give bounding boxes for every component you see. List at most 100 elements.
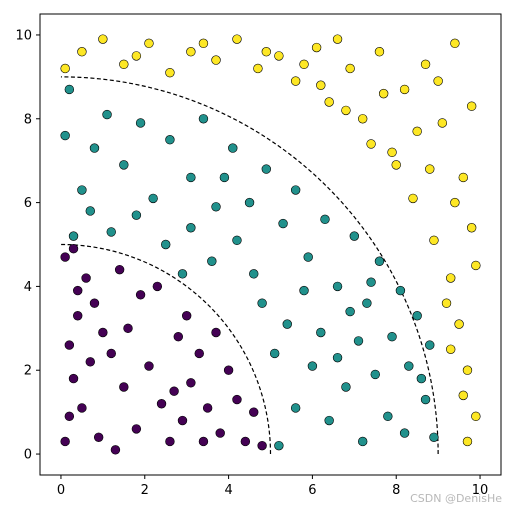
- point-s0-27: [215, 428, 225, 438]
- point-s2-14: [345, 63, 355, 74]
- point-s0-33: [211, 327, 221, 338]
- point-s0-9: [98, 327, 108, 338]
- point-s1-22: [374, 256, 385, 266]
- point-s1-47: [186, 223, 196, 233]
- point-s1-53: [177, 269, 188, 279]
- point-s2-33: [450, 197, 460, 208]
- x-tick-label-10: 10: [472, 483, 489, 498]
- point-s1-35: [358, 436, 368, 447]
- point-s0-30: [240, 436, 251, 447]
- point-s1-36: [370, 369, 380, 380]
- x-tick-label-2: 2: [141, 483, 149, 498]
- point-s1-16: [290, 185, 301, 195]
- point-s1-45: [232, 235, 242, 246]
- boundary-arcs: [60, 76, 439, 455]
- point-s2-21: [429, 235, 439, 246]
- point-s2-30: [466, 223, 477, 233]
- point-s0-37: [131, 424, 142, 434]
- arc-radius-5: [60, 243, 272, 455]
- point-s2-42: [198, 38, 209, 49]
- point-s0-0: [60, 436, 70, 447]
- point-s0-25: [181, 311, 192, 321]
- point-s1-58: [366, 277, 376, 287]
- point-s2-49: [332, 34, 343, 44]
- point-s1-31: [290, 403, 301, 413]
- point-s1-13: [244, 197, 255, 208]
- point-s2-32: [441, 298, 452, 308]
- point-s1-42: [332, 352, 343, 363]
- point-s2-35: [412, 126, 422, 137]
- point-s2-20: [420, 59, 431, 69]
- point-s0-7: [81, 273, 91, 283]
- point-s0-5: [60, 252, 70, 262]
- point-s2-40: [299, 59, 309, 69]
- point-s0-22: [186, 378, 196, 388]
- point-s2-19: [408, 193, 418, 204]
- arc-radius-9: [60, 76, 439, 455]
- point-s1-57: [416, 373, 427, 384]
- y-tick-label-4: 4: [24, 280, 32, 295]
- point-s2-5: [165, 67, 175, 78]
- point-s1-30: [274, 440, 284, 451]
- point-s0-10: [85, 357, 95, 367]
- point-s1-51: [85, 206, 95, 216]
- point-s1-32: [307, 361, 318, 371]
- y-tick-label-2: 2: [24, 364, 32, 379]
- point-s0-39: [198, 436, 209, 447]
- point-s2-25: [454, 319, 464, 329]
- point-s0-18: [144, 361, 154, 371]
- point-s2-48: [378, 88, 389, 99]
- point-s1-52: [68, 231, 79, 241]
- axes: [39, 13, 502, 476]
- point-s0-34: [152, 281, 163, 292]
- point-s2-34: [433, 76, 443, 86]
- point-s2-1: [77, 47, 87, 57]
- point-s1-24: [395, 285, 406, 296]
- point-s0-8: [89, 298, 100, 308]
- point-s2-31: [458, 390, 468, 401]
- point-s0-35: [114, 264, 125, 275]
- point-s2-39: [316, 80, 326, 90]
- point-s1-28: [425, 340, 435, 350]
- point-s1-23: [387, 332, 397, 342]
- point-s0-14: [119, 382, 129, 392]
- point-s1-7: [148, 193, 158, 204]
- point-s0-32: [257, 440, 267, 451]
- point-s0-1: [64, 411, 75, 422]
- point-s0-28: [223, 365, 234, 375]
- y-tick-label-10: 10: [15, 28, 32, 43]
- point-s2-28: [466, 101, 477, 111]
- point-s2-13: [324, 97, 334, 107]
- point-s1-29: [429, 432, 439, 442]
- point-s0-20: [165, 436, 175, 447]
- point-s1-26: [412, 311, 422, 321]
- point-s1-3: [89, 143, 100, 153]
- point-s0-21: [177, 415, 188, 426]
- point-s1-44: [249, 269, 259, 279]
- point-s1-41: [316, 327, 326, 338]
- point-s2-44: [471, 260, 481, 271]
- point-s2-4: [144, 38, 154, 49]
- point-s0-15: [106, 348, 116, 359]
- point-s1-5: [119, 160, 129, 170]
- point-s1-6: [135, 118, 146, 128]
- point-s1-37: [383, 411, 393, 422]
- point-s2-9: [253, 63, 263, 74]
- point-s1-40: [299, 285, 309, 296]
- point-s2-46: [446, 344, 456, 354]
- point-s0-3: [64, 340, 75, 350]
- points-layer: [60, 34, 481, 455]
- x-tick-label-0: 0: [57, 483, 65, 498]
- point-s2-3: [119, 59, 129, 69]
- point-s0-29: [232, 394, 242, 405]
- point-s1-48: [161, 239, 171, 250]
- point-s1-49: [131, 210, 142, 220]
- point-s1-4: [102, 109, 112, 120]
- point-s2-43: [131, 51, 142, 61]
- point-s1-11: [211, 202, 221, 212]
- x-tick-label-8: 8: [392, 483, 400, 498]
- point-s2-22: [437, 118, 448, 128]
- point-s2-45: [462, 436, 473, 447]
- point-s2-36: [391, 160, 401, 170]
- point-s2-27: [462, 365, 473, 375]
